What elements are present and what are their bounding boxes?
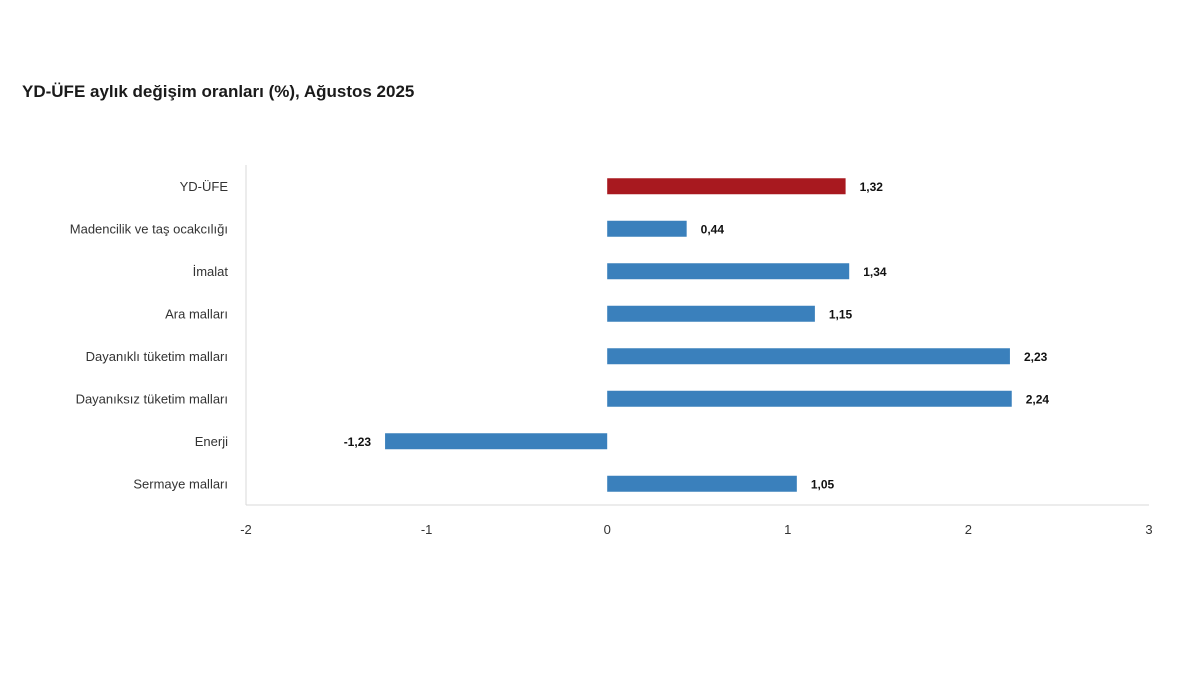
labels-layer: YD-ÜFE 1,32 Madencilik ve taş ocakcılığı 0,… [70, 179, 1050, 492]
category-label-3: Ara malları [165, 306, 228, 321]
data-label-1: 0,44 [701, 222, 725, 236]
x-tick-label-1: -1 [421, 522, 433, 537]
data-label-2: 1,34 [863, 265, 887, 279]
bar-3 [607, 305, 815, 322]
category-label-2: İmalat [193, 264, 229, 279]
data-label-4: 2,23 [1024, 350, 1048, 364]
category-label-0: YD-ÜFE [180, 179, 229, 194]
bar-1 [607, 220, 687, 237]
category-label-5: Dayanıksız tüketim malları [76, 391, 228, 406]
x-tick-label-0: -2 [240, 522, 252, 537]
category-label-1: Madencilik ve taş ocakcılığı [70, 221, 228, 236]
x-axis-ticks: -2 -1 0 1 2 3 [240, 522, 1152, 537]
x-tick-label-3: 1 [784, 522, 791, 537]
bar-5 [607, 390, 1012, 407]
bar-4 [607, 348, 1010, 365]
category-label-7: Sermaye malları [133, 476, 228, 491]
bar-2 [607, 263, 850, 280]
chart-title: YD-ÜFE aylık değişim oranları (%), Ağust… [22, 82, 415, 101]
bar-6 [385, 433, 608, 450]
data-label-3: 1,15 [829, 307, 853, 321]
data-label-0: 1,32 [860, 180, 884, 194]
x-tick-label-5: 3 [1145, 522, 1152, 537]
bars-layer [385, 178, 1012, 492]
data-label-7: 1,05 [811, 477, 835, 491]
data-label-6: -1,23 [344, 435, 372, 449]
x-tick-label-4: 2 [965, 522, 972, 537]
data-label-5: 2,24 [1026, 392, 1050, 406]
category-label-4: Dayanıklı tüketim malları [86, 349, 228, 364]
bar-7 [607, 475, 797, 492]
category-label-6: Enerji [195, 434, 228, 449]
bar-0 [607, 178, 846, 195]
x-tick-label-2: 0 [604, 522, 611, 537]
